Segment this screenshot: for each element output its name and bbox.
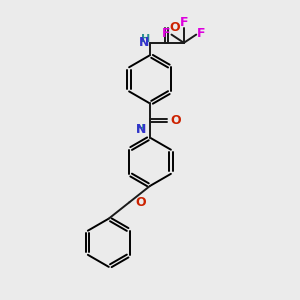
Text: O: O — [171, 114, 181, 127]
Text: F: F — [197, 27, 206, 40]
Text: O: O — [170, 21, 180, 34]
Text: H: H — [141, 34, 150, 44]
Text: F: F — [162, 27, 171, 40]
Text: F: F — [180, 16, 188, 29]
Text: O: O — [135, 196, 146, 209]
Text: N: N — [139, 36, 149, 49]
Text: H: H — [136, 124, 146, 134]
Text: N: N — [136, 123, 146, 136]
